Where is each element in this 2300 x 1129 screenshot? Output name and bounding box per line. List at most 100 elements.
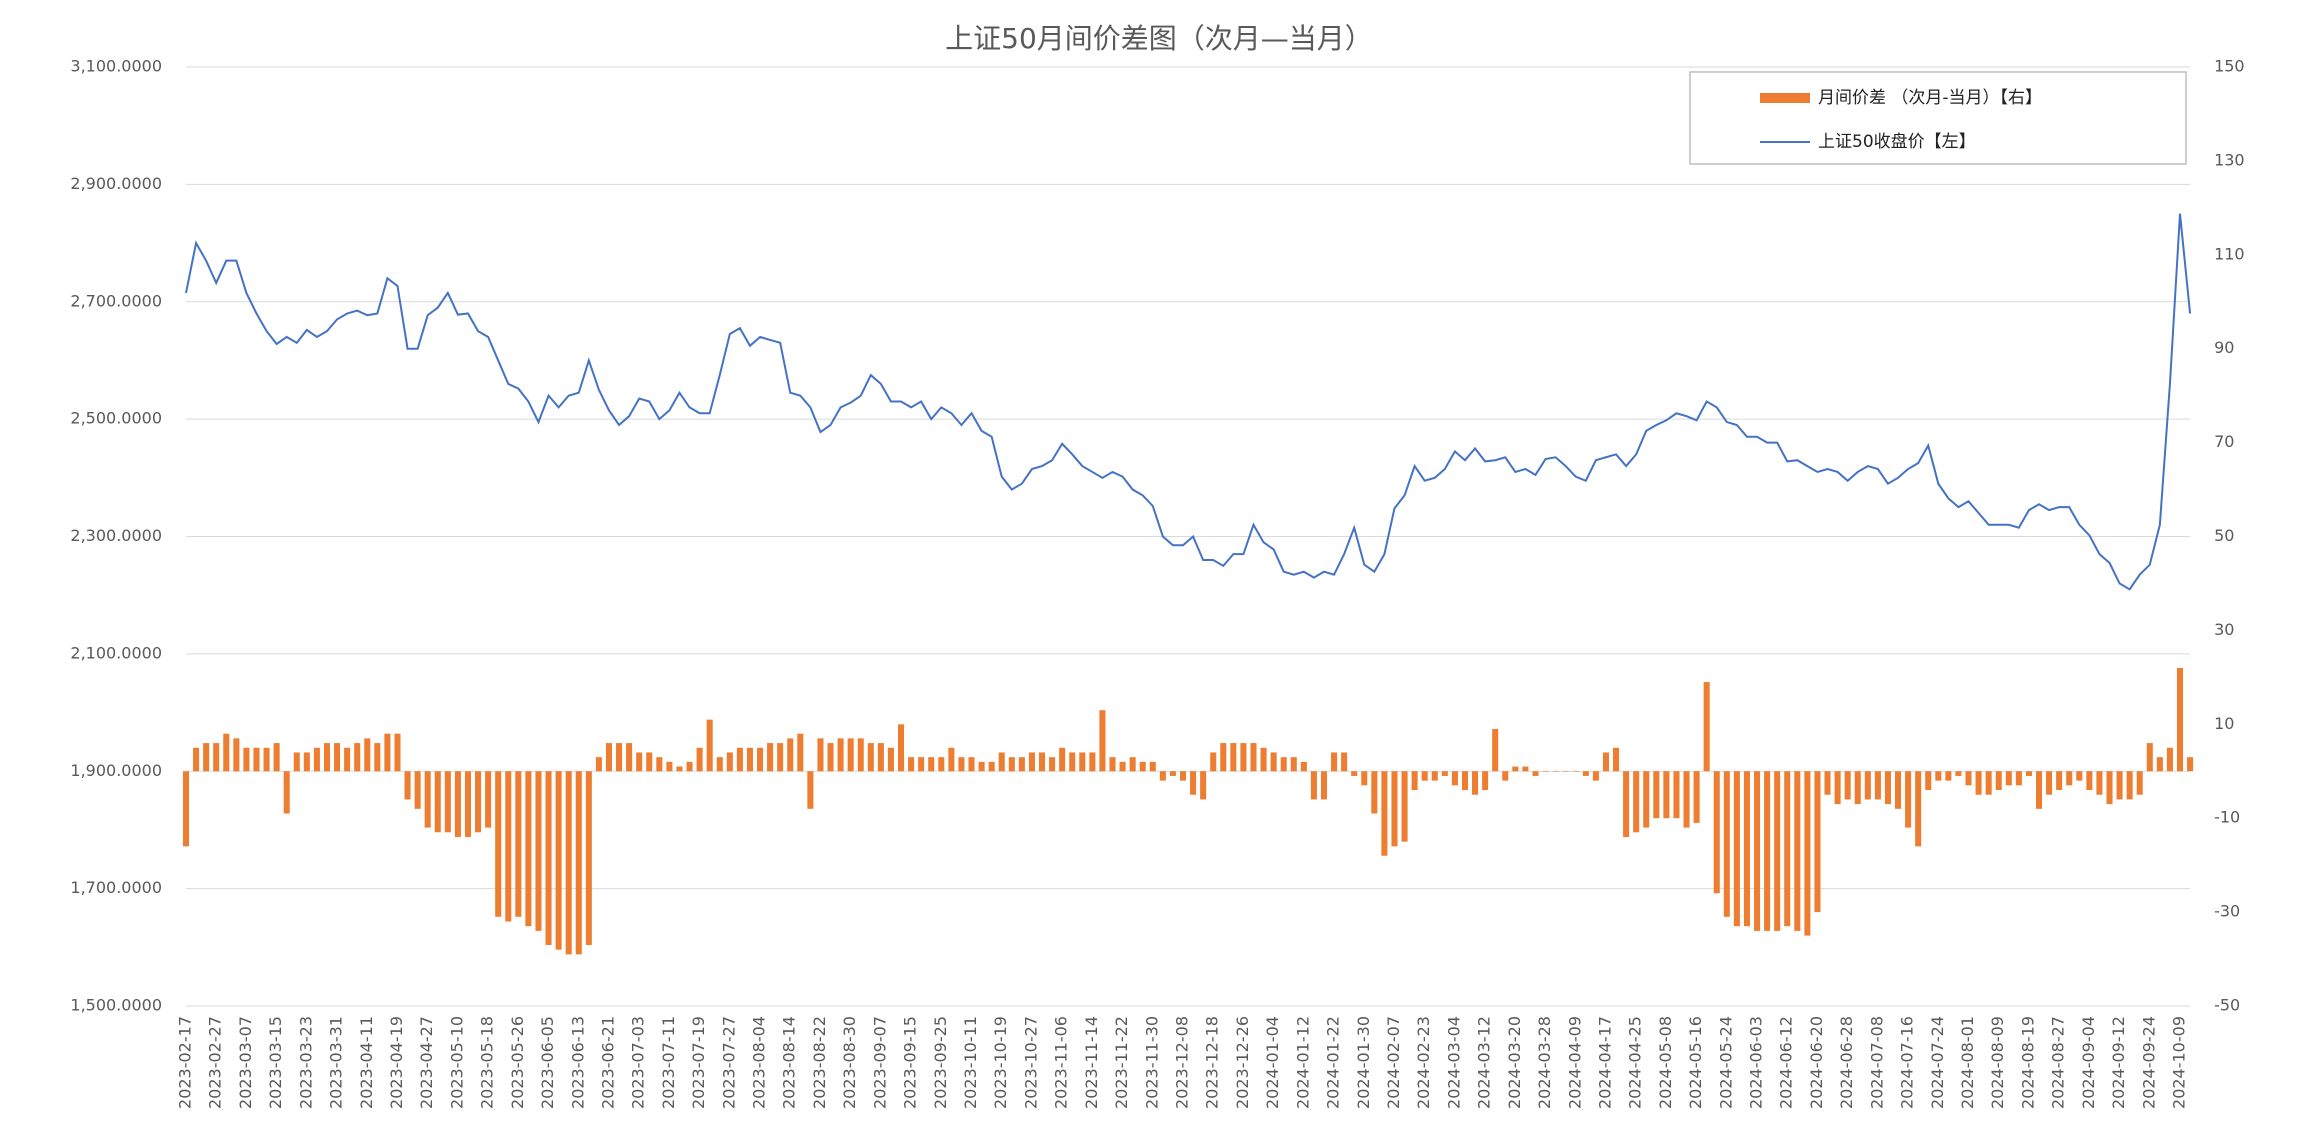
bar <box>1028 752 1035 772</box>
bar <box>223 733 230 772</box>
x-tick-label: 2024-04-09 <box>1565 1016 1584 1109</box>
x-tick-label: 2023-04-27 <box>417 1016 436 1109</box>
bar <box>585 771 592 945</box>
y2-tick-label: 10 <box>2214 714 2234 733</box>
x-tick-label: 2024-03-12 <box>1475 1016 1494 1109</box>
bar <box>666 761 673 772</box>
bar <box>2005 771 2012 786</box>
x-tick-label: 2023-05-10 <box>447 1016 466 1109</box>
bar <box>1995 771 2002 791</box>
bar <box>1038 752 1046 772</box>
bar <box>1300 761 1307 772</box>
x-tick-label: 2024-05-16 <box>1686 1016 1705 1109</box>
bar <box>414 771 421 809</box>
bar <box>1381 771 1388 856</box>
x-tick-label: 2023-08-14 <box>780 1016 799 1109</box>
bar <box>273 743 280 772</box>
bar <box>444 771 451 833</box>
bar <box>1935 771 1942 781</box>
bar <box>323 743 331 772</box>
bar <box>1955 771 1962 776</box>
bar <box>1592 771 1599 781</box>
bar <box>1371 771 1378 814</box>
bar <box>1532 771 1539 776</box>
bar <box>1602 752 1609 772</box>
bar <box>565 771 572 955</box>
bar <box>1391 771 1398 847</box>
x-tick-label: 2023-09-15 <box>901 1016 920 1109</box>
bar <box>1743 771 1750 927</box>
bar <box>918 757 925 772</box>
y-tick-label: 2,500.0000 <box>70 409 162 428</box>
bar <box>1844 771 1851 800</box>
bar <box>1522 766 1529 772</box>
bar <box>908 757 915 772</box>
x-tick-label: 2024-06-20 <box>1807 1016 1826 1109</box>
x-tick-label: 2024-08-09 <box>1988 1016 2007 1109</box>
bar <box>2096 771 2103 795</box>
x-tick-label: 2023-05-18 <box>478 1016 497 1109</box>
bar <box>454 771 461 837</box>
bar <box>595 757 602 772</box>
bar <box>1613 747 1620 772</box>
bar <box>1733 771 1740 927</box>
bar <box>1683 771 1690 828</box>
bar <box>2025 771 2032 776</box>
bar <box>1562 771 1569 772</box>
bar <box>404 771 411 800</box>
x-tick-label: 2024-03-28 <box>1535 1016 1554 1109</box>
bar <box>1320 771 1328 800</box>
bar <box>958 757 965 772</box>
bar <box>1582 771 1589 776</box>
bar <box>1230 743 1237 772</box>
x-tick-label: 2023-03-31 <box>327 1016 346 1109</box>
x-tick-label: 2023-08-22 <box>810 1016 829 1109</box>
bar <box>1824 771 1831 795</box>
bar <box>505 771 512 922</box>
bar <box>303 752 310 772</box>
y-tick-label: 1,900.0000 <box>70 761 162 780</box>
x-tick-label: 2023-07-19 <box>689 1016 708 1109</box>
bar <box>1774 771 1781 931</box>
bar <box>525 771 532 927</box>
bar <box>1290 757 1297 772</box>
bar <box>1854 771 1861 805</box>
bar <box>1472 771 1479 795</box>
bar <box>1079 752 1086 772</box>
y2-tick-label: -30 <box>2214 902 2240 921</box>
bar <box>2187 757 2194 772</box>
bar <box>605 743 612 772</box>
bar <box>2035 771 2043 809</box>
bar <box>464 771 472 837</box>
bar <box>1975 771 1982 795</box>
x-tick-label: 2024-08-19 <box>2018 1016 2037 1109</box>
bar <box>1069 752 1076 772</box>
line <box>185 213 2192 591</box>
x-tick-label: 2023-06-21 <box>598 1016 617 1109</box>
bar <box>575 771 582 955</box>
x-tick-label: 2024-01-22 <box>1324 1016 1343 1109</box>
bar <box>1643 771 1650 828</box>
legend-label: 月间价差 （次月-当月）【右】 <box>1818 88 2042 108</box>
bar <box>515 771 522 917</box>
bar <box>1915 771 1922 847</box>
x-tick-label: 2024-06-03 <box>1747 1016 1766 1109</box>
x-tick-label: 2023-03-23 <box>296 1016 315 1109</box>
x-tick-label: 2024-02-23 <box>1414 1016 1433 1109</box>
bar <box>1119 761 1126 772</box>
x-tick-label: 2024-05-24 <box>1716 1016 1735 1109</box>
bar <box>2086 771 2093 791</box>
bar <box>1411 771 1418 791</box>
bar <box>807 771 814 809</box>
bar <box>1623 771 1630 837</box>
x-tick-label: 2024-08-01 <box>1958 1016 1977 1109</box>
bar <box>1754 771 1761 931</box>
bar <box>988 761 995 772</box>
bar <box>2076 771 2083 781</box>
bar <box>182 771 190 847</box>
x-tick-label: 2024-06-28 <box>1837 1016 1856 1109</box>
bar <box>313 747 320 772</box>
bar <box>2176 667 2184 772</box>
bar <box>1129 757 1136 772</box>
bar <box>1713 771 1720 894</box>
